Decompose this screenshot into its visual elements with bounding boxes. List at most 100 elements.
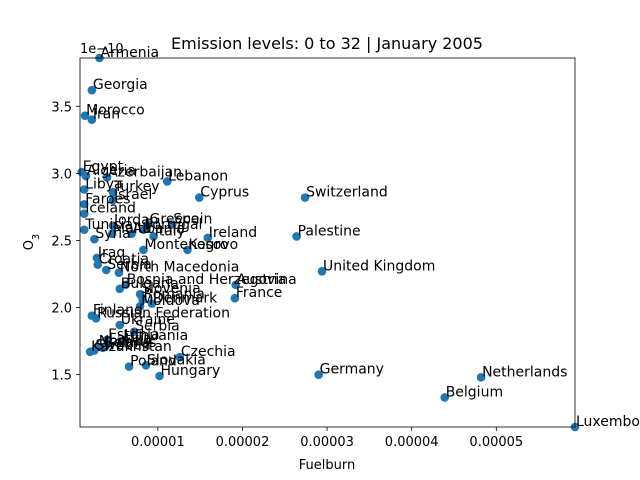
data-point bbox=[231, 280, 240, 290]
point-label: Austria bbox=[237, 272, 286, 288]
y-tick-label: 3.5 bbox=[51, 100, 72, 115]
data-point bbox=[203, 233, 213, 243]
data-point bbox=[90, 234, 99, 244]
data-point bbox=[317, 267, 327, 276]
point-label: Hungary bbox=[161, 363, 221, 379]
data-point bbox=[129, 327, 139, 337]
data-point bbox=[114, 268, 124, 277]
plot-background bbox=[80, 58, 575, 427]
point-label: Poland bbox=[130, 354, 177, 370]
data-point bbox=[92, 253, 102, 263]
point-label: Georgia bbox=[93, 77, 148, 93]
point-label: Jordan bbox=[113, 213, 159, 229]
point-label: Belarus bbox=[104, 335, 157, 351]
data-point bbox=[81, 171, 91, 181]
data-point bbox=[139, 245, 148, 255]
point-label: Serbia bbox=[107, 257, 152, 273]
point-label: Greece bbox=[150, 211, 200, 227]
data-point bbox=[80, 111, 90, 120]
point-label: Finland bbox=[93, 303, 143, 319]
data-point bbox=[108, 221, 118, 231]
data-point bbox=[102, 173, 112, 182]
data-point bbox=[107, 229, 117, 239]
point-label: Serbia bbox=[135, 319, 180, 335]
x-tick-label: 0.00002 bbox=[216, 435, 270, 450]
point-label: Lebanon bbox=[168, 168, 228, 184]
data-point bbox=[476, 373, 486, 382]
point-label: France bbox=[236, 285, 283, 301]
data-point bbox=[87, 115, 97, 125]
data-point bbox=[98, 343, 108, 353]
point-label: Luxembourg bbox=[576, 414, 640, 430]
point-label: Syria bbox=[95, 226, 130, 242]
data-point bbox=[124, 362, 134, 371]
point-label: Portugal bbox=[144, 217, 202, 233]
data-point bbox=[135, 301, 145, 311]
point-label: Iceland bbox=[85, 201, 136, 217]
x-tick-label: 0.00005 bbox=[469, 435, 523, 450]
point-label: Moldova bbox=[141, 293, 200, 309]
point-label: Belgium bbox=[446, 384, 503, 400]
x-axis-label: Fuelburn bbox=[299, 458, 355, 473]
point-label: Montenegro bbox=[144, 237, 228, 253]
point-label: Norway bbox=[99, 333, 152, 349]
point-label: Switzerland bbox=[306, 185, 388, 201]
point-label: Albania bbox=[133, 221, 185, 237]
point-label: Cyprus bbox=[200, 185, 249, 201]
x-tick-label: 0.00003 bbox=[300, 435, 354, 450]
data-point bbox=[108, 187, 118, 197]
data-point bbox=[115, 284, 125, 294]
point-label: Libya bbox=[85, 176, 122, 192]
data-point bbox=[440, 393, 449, 402]
x-axis: 0.00001 0.00002 0.00003 0.00004 0.00005 bbox=[131, 427, 523, 450]
point-label: Bulgaria bbox=[121, 276, 179, 292]
y-offset-text: 1e−10 bbox=[80, 42, 124, 57]
data-point bbox=[155, 371, 164, 381]
point-label: Israel bbox=[114, 187, 152, 203]
data-point bbox=[118, 336, 127, 346]
point-label: Iran bbox=[93, 107, 120, 123]
point-label: Tunisia bbox=[84, 217, 133, 233]
y-tick-label: 2.0 bbox=[51, 302, 72, 317]
data-point bbox=[87, 85, 97, 95]
data-point bbox=[139, 225, 148, 235]
point-label: Romania bbox=[144, 287, 205, 303]
x-tick-label: 0.00001 bbox=[131, 435, 185, 450]
data-point bbox=[183, 245, 192, 255]
data-point bbox=[147, 299, 157, 308]
point-label: Iraq bbox=[98, 245, 125, 261]
data-point bbox=[175, 352, 185, 362]
point-label: Croatia bbox=[99, 252, 149, 268]
data-point bbox=[292, 232, 301, 241]
point-label: Palestine bbox=[298, 223, 361, 239]
y-tick-label: 2.5 bbox=[51, 234, 72, 249]
point-label: Sweden bbox=[95, 338, 150, 354]
data-point bbox=[141, 360, 151, 370]
data-point bbox=[101, 265, 111, 275]
data-point bbox=[93, 260, 103, 269]
point-label: Ireland bbox=[209, 225, 257, 241]
data-point bbox=[167, 220, 177, 229]
data-point bbox=[138, 295, 147, 304]
data-point bbox=[79, 199, 89, 209]
y-axis-label-main: O bbox=[22, 240, 37, 250]
point-label: Spain bbox=[173, 211, 212, 227]
data-point bbox=[195, 193, 204, 202]
point-label: Morocco bbox=[86, 103, 145, 119]
point-label: Turkey bbox=[113, 179, 160, 195]
point-label: Germany bbox=[320, 362, 384, 378]
x-tick-label: 0.00004 bbox=[385, 435, 439, 450]
point-label: Netherlands bbox=[482, 364, 567, 380]
data-point bbox=[144, 220, 153, 229]
data-point bbox=[149, 232, 158, 241]
point-label: Russian Federation bbox=[97, 305, 230, 321]
point-label: Ukraine bbox=[121, 312, 175, 328]
y-tick-label: 3.0 bbox=[51, 167, 72, 182]
data-point bbox=[85, 347, 95, 357]
point-label: Egypt bbox=[83, 159, 124, 175]
point-label: Estonia bbox=[108, 327, 160, 343]
point-label: Armenia bbox=[100, 45, 159, 61]
data-point bbox=[314, 370, 323, 379]
